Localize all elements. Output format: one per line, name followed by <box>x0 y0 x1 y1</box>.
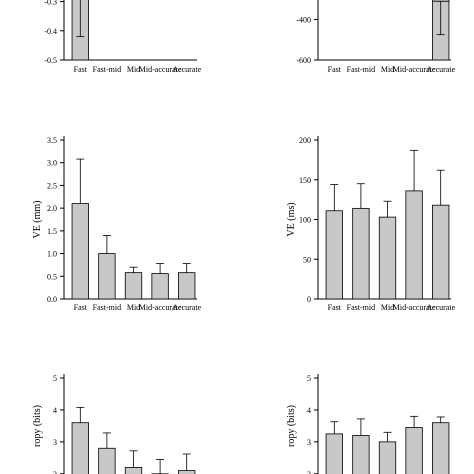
bar <box>378 216 397 300</box>
bar <box>71 203 89 300</box>
y-tick-label: -400 <box>296 15 311 24</box>
y-tick-label: 0.0 <box>47 295 57 304</box>
x-tick-label: Mid <box>127 65 140 74</box>
y-tick-label: -0.4 <box>44 27 57 36</box>
bar <box>352 207 370 300</box>
y-tick-label: 150 <box>299 176 311 185</box>
bar <box>405 190 423 300</box>
y-tick-label: 200 <box>299 136 311 145</box>
bar <box>98 253 116 300</box>
x-tick-label: Fast-mid <box>93 303 121 312</box>
y-tick-label: 4 <box>53 406 57 415</box>
y-tick-label: 50 <box>303 255 311 264</box>
bar <box>124 272 143 300</box>
y-axis-label: VE (ms) <box>286 202 297 236</box>
x-tick-label: Fast <box>328 65 342 74</box>
x-tick-label: Fast <box>74 65 88 74</box>
y-axis-label: ropy (bits) <box>32 405 43 447</box>
bar <box>378 441 397 474</box>
x-tick-label: Fast-mid <box>93 65 121 74</box>
y-tick-label: 2.0 <box>47 204 57 213</box>
bar <box>325 210 343 300</box>
y-tick-label: 2.5 <box>47 181 57 190</box>
bar <box>325 433 343 474</box>
x-tick-label: Fast-mid <box>347 303 375 312</box>
bar <box>432 422 450 474</box>
y-tick-label: -0.3 <box>44 0 57 7</box>
bar <box>405 427 423 474</box>
bar <box>124 467 143 474</box>
bar <box>178 272 196 300</box>
y-tick-label: -600 <box>296 56 311 65</box>
y-axis-label: VE (mm) <box>32 200 43 238</box>
y-tick-label: 0.5 <box>47 272 57 281</box>
bar <box>352 435 370 474</box>
bar <box>71 422 89 474</box>
y-tick-label: 2 <box>53 470 57 474</box>
bar <box>178 470 196 474</box>
y-tick-label: 3 <box>307 438 311 447</box>
x-tick-label: Mid-accurate <box>139 65 182 74</box>
x-tick-label: Mid <box>381 303 394 312</box>
y-tick-label: 1.5 <box>47 227 57 236</box>
x-tick-label: Accurate <box>172 303 201 312</box>
y-tick-label: 100 <box>299 216 311 225</box>
y-tick-label: 3 <box>53 438 57 447</box>
bar <box>432 0 450 2</box>
y-tick-label: -0.5 <box>44 56 57 65</box>
y-tick-label: 5 <box>53 374 57 383</box>
bar <box>98 447 116 474</box>
x-tick-label: Accurate <box>426 303 455 312</box>
y-tick-label: 2 <box>307 470 311 474</box>
x-tick-label: Fast <box>74 303 88 312</box>
y-tick-label: 4 <box>307 406 311 415</box>
x-tick-label: Fast <box>328 303 342 312</box>
y-tick-label: 5 <box>307 374 311 383</box>
x-tick-label: Accurate <box>172 65 201 74</box>
x-tick-label: Fast-mid <box>347 65 375 74</box>
x-tick-label: Accurate <box>426 65 455 74</box>
y-tick-label: 3.0 <box>47 159 57 168</box>
x-tick-label: Mid-accurate <box>393 303 436 312</box>
y-tick-label: 1.0 <box>47 250 57 259</box>
x-tick-label: Mid <box>127 303 140 312</box>
y-tick-label: 0 <box>307 295 311 304</box>
y-axis-label: ropy (bits) <box>286 405 297 447</box>
x-tick-label: Mid-accurate <box>139 303 182 312</box>
bar <box>151 273 169 300</box>
x-tick-label: Mid <box>381 65 394 74</box>
y-tick-label: 3.5 <box>47 136 57 145</box>
bar <box>432 204 450 300</box>
x-tick-label: Mid-accurate <box>393 65 436 74</box>
